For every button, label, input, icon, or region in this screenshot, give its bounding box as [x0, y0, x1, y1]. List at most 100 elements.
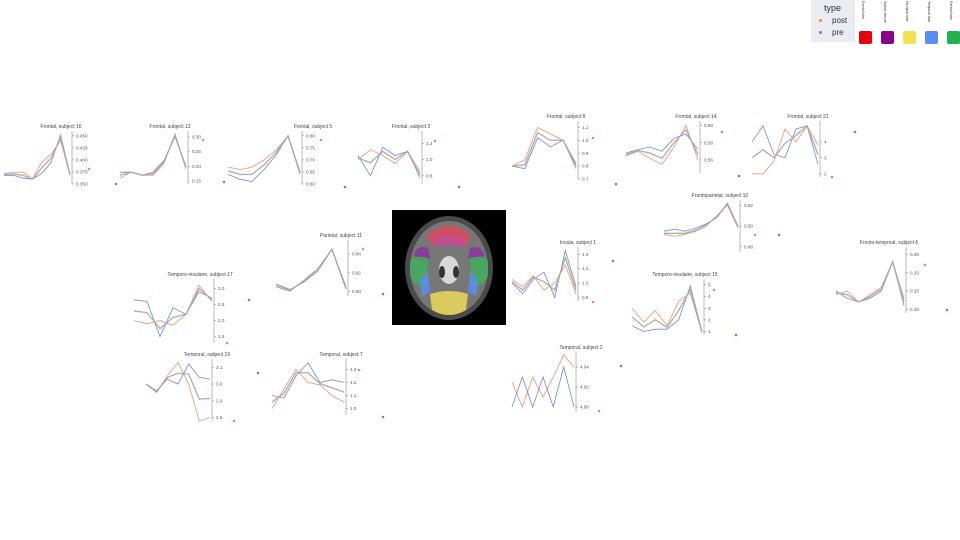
chart-panel: Temporal, subject 19 3.1 3.0 2.9 2.8 [145, 352, 260, 423]
series-line-mean [133, 287, 213, 330]
y-tick-label: 4.90 [580, 405, 589, 410]
y-tick-label: 4.92 [580, 385, 589, 390]
chart-panel: Temporo-insulaire, subject 15 5 4 3 2 1 [631, 272, 738, 337]
panel-title: Insula, subject 1 [560, 240, 596, 246]
y-tick-label: 0.7 [582, 177, 589, 182]
y-tick-label: 0.84 [352, 252, 361, 257]
y-tick-label: 0.10 [910, 307, 919, 312]
y-tick-label: 1.0 [426, 157, 433, 162]
pre-marker-dot [114, 182, 118, 186]
chart-panel: Parietal, subject 11 0.84 0.82 0.80 [275, 233, 385, 296]
y-tick-label: 0.60 [704, 123, 713, 128]
legend-label-pre: pre [832, 28, 844, 37]
series-line-mean [511, 255, 577, 292]
y-tick-label: 0.70 [306, 158, 315, 163]
brain-temporal-right [468, 272, 478, 296]
chart-panel: Insula, subject 1 1.4 1.2 1.0 0.8 [511, 240, 615, 304]
post-marker-dot [591, 136, 595, 140]
post-marker-dot [225, 341, 229, 345]
brain-ventricle-right [453, 266, 459, 278]
pre-marker-dot [619, 364, 623, 368]
y-tick-label: 0.52 [744, 203, 753, 208]
y-tick-label: 1 [708, 329, 711, 334]
y-tick-label: 2 [824, 171, 827, 176]
pre-marker-dot [457, 185, 461, 189]
y-tick-label: 0.56 [704, 158, 713, 163]
panel-title: Temporal, subject 19 [184, 352, 230, 358]
legend-marker-pre [819, 31, 822, 35]
post-marker-dot [357, 368, 361, 372]
chart-panel: Frontal, subject 16 0.450 0.425 0.400 0.375 0… [3, 124, 118, 187]
post-marker-dot [591, 300, 595, 304]
lobe-swatch-sylvian [881, 31, 894, 44]
pre-marker-dot [611, 259, 615, 263]
panel-title: Temporal, subject 2 [559, 345, 603, 351]
series-line-pre [271, 362, 345, 399]
pre-marker-dot [222, 180, 226, 184]
panel-title: Parietal, subject 11 [320, 233, 362, 239]
series-line-mean [511, 131, 577, 167]
y-tick-label: 0.450 [76, 133, 88, 138]
pre-marker-dot [343, 185, 347, 189]
pre-marker-dot [614, 182, 618, 186]
y-tick-label: 0.15 [192, 179, 201, 184]
y-tick-label: 0.25 [192, 149, 201, 154]
panel-title: Frontoparietal, subject 10 [692, 193, 749, 199]
chart-panel: Frontal, subject 8 1.1 1.0 0.9 0.8 0.7 [511, 114, 618, 186]
series-line-post [3, 139, 71, 180]
y-tick-label: 0.375 [76, 170, 88, 175]
y-tick-label: 2 [708, 317, 711, 322]
post-marker-dot [361, 247, 365, 251]
y-tick-label: 0.8 [582, 164, 589, 169]
brain-mri-image [392, 210, 506, 325]
pre-marker-dot [247, 298, 251, 302]
chart-panel: Temporal, subject 2 4.94 4.92 4.90 [511, 345, 623, 413]
y-tick-label: 1.1 [350, 393, 357, 398]
chart-panel: Fronto-temporal, subject 6 0.25 0.20 0.15 0.… [835, 240, 949, 313]
post-marker-dot [232, 419, 236, 423]
legend-title: type [824, 3, 842, 13]
y-tick-label: 1.4 [582, 252, 589, 257]
y-tick-label: 0.60 [306, 182, 315, 187]
y-tick-label: 0.25 [910, 252, 919, 257]
y-tick-label: 3 [708, 306, 711, 311]
series-line-mean [271, 372, 345, 403]
y-tick-label: 1.5 [218, 334, 225, 339]
brain-frontal-medial-region [432, 235, 466, 248]
y-tick-label: 2.9 [216, 398, 223, 403]
y-tick-label: 2.0 [218, 318, 225, 323]
lobe-swatch-frontal [859, 31, 872, 44]
panel-title: Frontal, subject 3 [392, 124, 431, 130]
series-line-pre [631, 284, 703, 332]
series-line-post [271, 368, 345, 409]
legend: type post pre Frontal lobe Sylvian fissu… [811, 0, 960, 46]
y-tick-label: 1.2 [582, 266, 589, 271]
series-line-pre [751, 124, 819, 165]
pre-marker-dot [945, 308, 949, 312]
post-marker-dot [201, 138, 205, 142]
series-line-post [511, 354, 575, 409]
brain-occipital-region [430, 291, 468, 315]
y-tick-label: 0.50 [744, 224, 753, 229]
post-marker-dot [712, 288, 716, 292]
series-line-post [133, 284, 213, 326]
panel-title: Frontal, subject 21 [787, 114, 828, 120]
pre-marker-dot [256, 371, 260, 375]
panel-title: Frontal, subject 5 [294, 124, 333, 130]
y-tick-label: 0.15 [910, 289, 919, 294]
y-tick-label: 0.80 [352, 289, 361, 294]
y-tick-label: 0.65 [306, 170, 315, 175]
series-line-pre [275, 248, 347, 290]
brain-ventricle-left [439, 266, 445, 278]
y-tick-label: 2.5 [218, 302, 225, 307]
series-line-mean [751, 124, 819, 159]
chart-panel: Frontal, subject 130.30 0.25 0.20 0.15 [119, 124, 226, 184]
pre-marker-dot [853, 130, 857, 134]
series-line-mean [119, 133, 187, 176]
series-line-pre [511, 365, 575, 409]
y-tick-label: 3.0 [218, 286, 225, 291]
y-tick-label: 0.350 [76, 182, 88, 187]
y-tick-label: 2.8 [216, 415, 223, 420]
series-line-mean [625, 128, 699, 160]
